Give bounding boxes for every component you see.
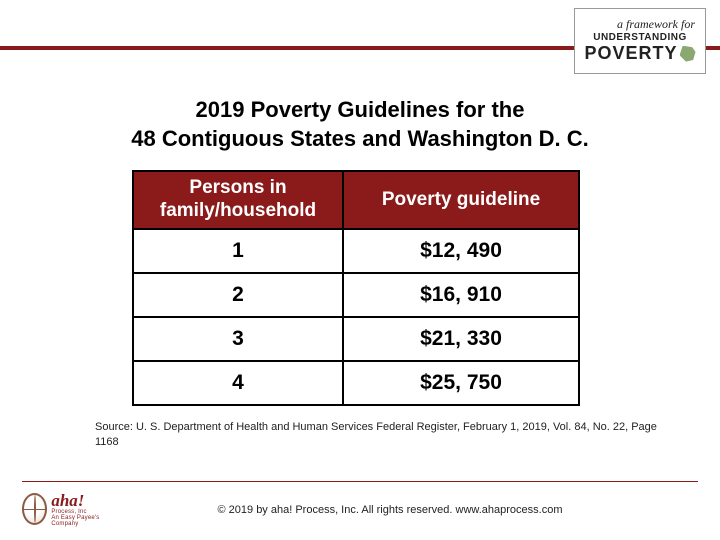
cell-persons: 4 (133, 361, 343, 405)
table-row: 4 $25, 750 (133, 361, 579, 405)
map-icon (680, 46, 696, 62)
aha-brand: aha! (51, 492, 110, 509)
cell-guideline: $16, 910 (343, 273, 579, 317)
bottom-divider (22, 481, 698, 482)
table-row: 1 $12, 490 (133, 229, 579, 273)
cell-guideline: $12, 490 (343, 229, 579, 273)
globe-icon (22, 493, 47, 525)
header-persons: Persons in family/household (133, 171, 343, 229)
table-row: 3 $21, 330 (133, 317, 579, 361)
poverty-guidelines-table: Persons in family/household Poverty guid… (132, 170, 580, 406)
cell-guideline: $25, 750 (343, 361, 579, 405)
logo-line3-row: POVERTY (584, 43, 695, 64)
logo-line2: UNDERSTANDING (593, 32, 687, 44)
cell-persons: 2 (133, 273, 343, 317)
header-guideline: Poverty guideline (343, 171, 579, 229)
source-citation: Source: U. S. Department of Health and H… (95, 420, 660, 450)
table-row: 2 $16, 910 (133, 273, 579, 317)
page-title: 2019 Poverty Guidelines for the 48 Conti… (50, 96, 670, 153)
aha-sub2: An Easy Payee's Company (51, 515, 110, 527)
cell-guideline: $21, 330 (343, 317, 579, 361)
table-header-row: Persons in family/household Poverty guid… (133, 171, 579, 229)
aha-process-logo: aha! Process, Inc An Easy Payee's Compan… (22, 486, 110, 532)
logo-line1: a framework for (579, 18, 701, 32)
title-line1: 2019 Poverty Guidelines for the (196, 97, 525, 122)
title-line2: 48 Contiguous States and Washington D. C… (131, 126, 589, 151)
cell-persons: 1 (133, 229, 343, 273)
logo-line3: POVERTY (584, 43, 677, 64)
copyright-text: © 2019 by aha! Process, Inc. All rights … (120, 504, 660, 516)
framework-poverty-logo: a framework for UNDERSTANDING POVERTY (574, 8, 706, 74)
cell-persons: 3 (133, 317, 343, 361)
aha-logo-text: aha! Process, Inc An Easy Payee's Compan… (51, 492, 110, 527)
